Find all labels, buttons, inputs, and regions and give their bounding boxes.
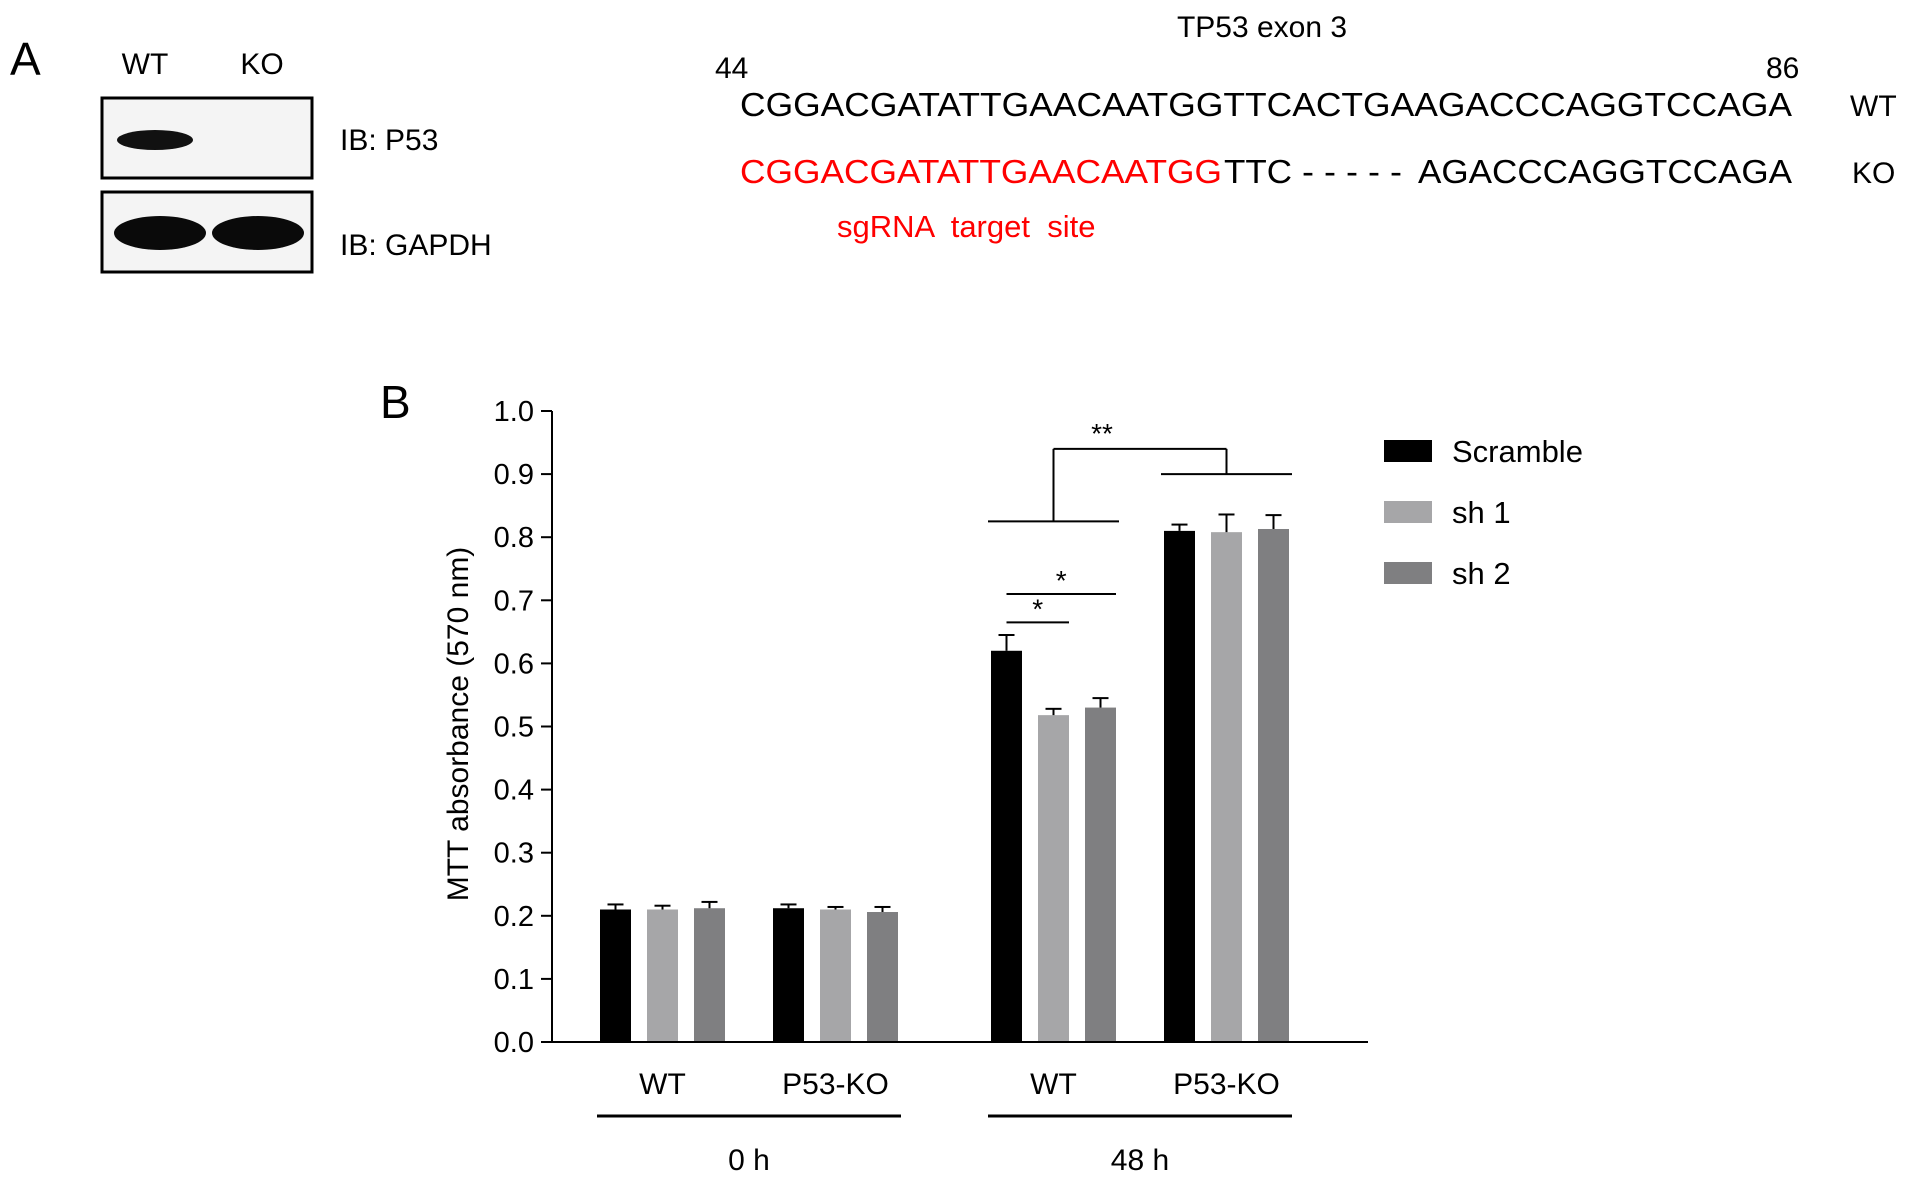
legend-swatch [1384, 501, 1432, 523]
x-category-label: P53-KO [782, 1068, 889, 1101]
blot-gapdh-label: IB: GAPDH [340, 229, 492, 262]
x-category-label: WT [639, 1068, 686, 1101]
x-category-label: P53-KO [1173, 1068, 1280, 1101]
y-tick-label: 0.4 [494, 775, 534, 807]
y-tick-label: 0.1 [494, 964, 534, 996]
legend-swatch [1384, 562, 1432, 584]
bar [1211, 532, 1242, 1042]
blot-p53-band-wt [117, 130, 193, 150]
legend: Scramble sh 1 sh 2 [1384, 434, 1583, 591]
time-group-label: 48 h [1111, 1144, 1169, 1177]
bar [1164, 530, 1195, 1042]
bar [647, 909, 678, 1042]
bar [694, 908, 725, 1042]
bar [1258, 528, 1289, 1042]
ko-sequence-rest: AGACCCAGGTCCAGA [1418, 153, 1792, 190]
y-tick-label: 0.0 [494, 1027, 534, 1059]
sequence-title: TP53 exon 3 [1177, 11, 1347, 44]
legend-label: sh 2 [1452, 556, 1511, 591]
ko-sequence-label: KO [1852, 157, 1895, 190]
y-tick-label: 0.7 [494, 585, 534, 617]
bar [820, 909, 851, 1042]
y-tick-label: 0.6 [494, 648, 534, 680]
ko-sequence-deletion-gap: - - - - - [1302, 153, 1402, 190]
bar [1085, 707, 1116, 1042]
legend-label: sh 1 [1452, 495, 1511, 530]
significance-label: ** [1091, 418, 1113, 449]
blot-p53-label: IB: P53 [340, 124, 438, 157]
wt-sequence-label: WT [1850, 90, 1897, 123]
ko-sequence-middle: TTC [1224, 153, 1292, 190]
legend-label: Scramble [1452, 434, 1583, 469]
significance-annotations: **** [988, 418, 1292, 624]
bar [991, 650, 1022, 1042]
bar [867, 912, 898, 1042]
y-tick-label: 0.2 [494, 901, 534, 933]
y-tick-label: 0.5 [494, 712, 534, 744]
x-axis: WT P53-KO WT P53-KO 0 h 48 h [552, 1041, 1368, 1177]
y-axis: 0.0 0.1 0.2 0.3 0.4 0.5 0.6 0.7 0.8 0.9 1.0 [494, 396, 553, 1059]
time-group-label: 0 h [728, 1144, 770, 1177]
sgrna-target-site-label: sgRNA target site [837, 209, 1095, 244]
significance-label: * [1032, 593, 1043, 624]
blot-lane-ko-label: KO [240, 48, 283, 81]
error-bars [607, 513, 1282, 913]
blot-p53 [100, 96, 314, 180]
y-tick-label: 1.0 [494, 396, 534, 428]
panel-a-label: A [10, 33, 41, 85]
y-tick-label: 0.3 [494, 838, 534, 870]
blot-lane-wt-label: WT [122, 48, 169, 81]
panel-b-label: B [380, 376, 411, 428]
sequence-end-position: 86 [1766, 52, 1799, 85]
x-category-label: WT [1030, 1068, 1077, 1101]
sequence-start-position: 44 [715, 52, 748, 85]
ko-sequence-sgrna-target: CGGACGATATTGAACAATGG [740, 153, 1222, 190]
significance-label: * [1056, 565, 1067, 596]
bar [600, 909, 631, 1042]
y-tick-label: 0.8 [494, 522, 534, 554]
blot-gapdh-band-ko [212, 216, 304, 250]
blot-gapdh-band-wt [114, 216, 206, 250]
wt-sequence: CGGACGATATTGAACAATGGTTCACTGAAGACCCAGGTCC… [740, 86, 1792, 123]
y-axis-label: MTT absorbance (570 nm) [442, 547, 475, 902]
y-tick-label: 0.9 [494, 459, 534, 491]
bar [1038, 715, 1069, 1042]
blot-gapdh [100, 190, 314, 274]
bar [773, 908, 804, 1042]
bars [600, 528, 1289, 1042]
legend-swatch [1384, 440, 1432, 462]
